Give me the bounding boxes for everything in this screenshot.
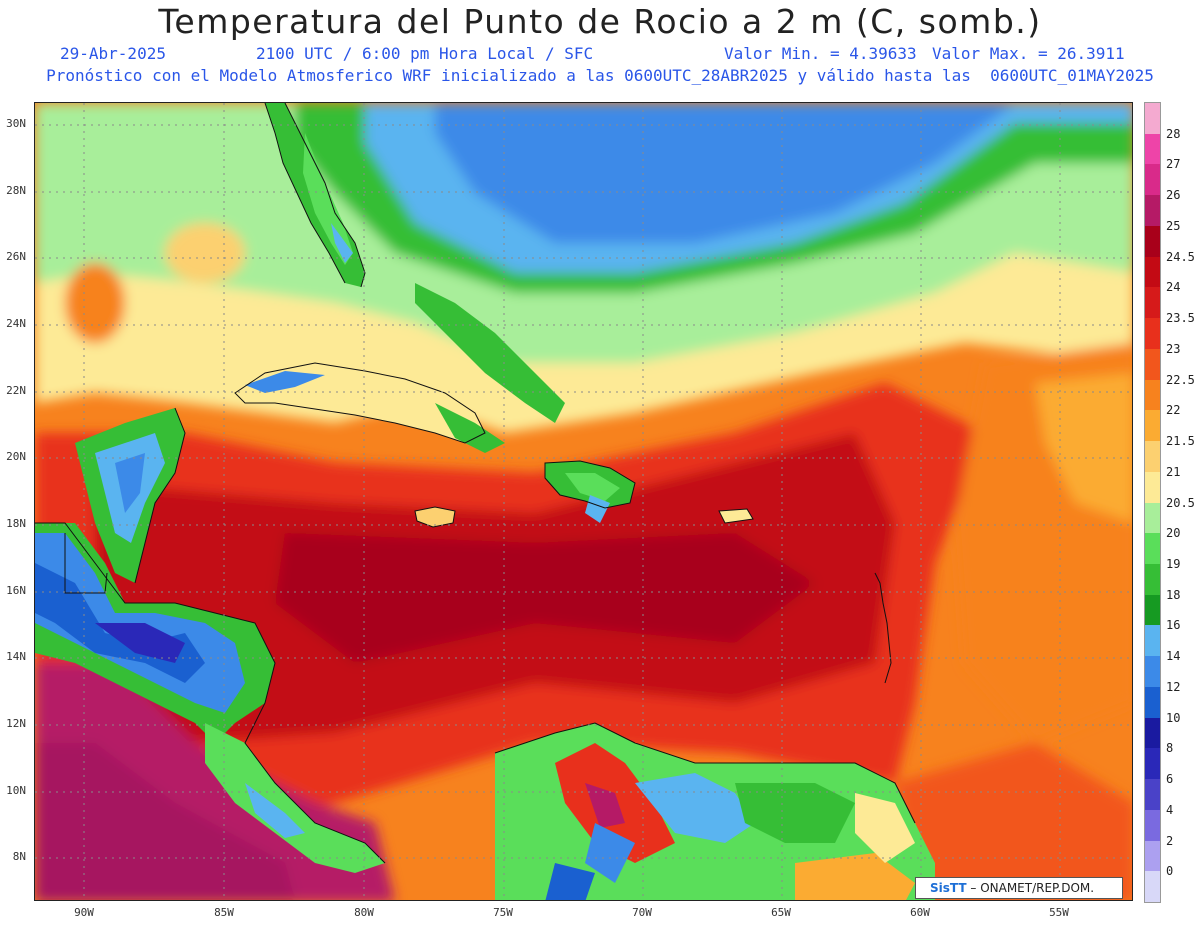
color-scale-segment [1145, 533, 1160, 565]
lon-label: 90W [74, 906, 94, 919]
color-scale-segment [1145, 809, 1160, 842]
color-scale-label: 18 [1166, 587, 1181, 602]
color-scale-label: 16 [1166, 618, 1181, 633]
color-scale-label: 26 [1166, 188, 1181, 203]
color-scale-label: 21 [1166, 464, 1181, 479]
color-scale-segment [1145, 471, 1160, 503]
color-scale-segment [1145, 563, 1160, 596]
credit-box: SisTT – ONAMET/REP.DOM. [915, 877, 1123, 899]
color-scale-label: 23 [1166, 341, 1181, 356]
lat-label: 18N [6, 517, 26, 530]
lat-label: 12N [6, 717, 26, 730]
color-scale-segment [1145, 287, 1160, 319]
color-scale-label: 2 [1166, 833, 1174, 848]
lat-label: 8N [12, 850, 26, 863]
lon-label: 80W [354, 906, 374, 919]
color-scale-bar [1144, 102, 1161, 903]
color-scale-label: 22 [1166, 403, 1181, 418]
credit-text: – ONAMET/REP.DOM. [970, 881, 1095, 895]
color-scale-segment [1145, 871, 1160, 903]
color-scale-segment [1145, 625, 1160, 657]
color-scale-segment [1145, 594, 1160, 626]
color-scale-label: 20.5 [1166, 495, 1195, 510]
lat-label: 28N [6, 184, 26, 197]
color-scale-label: 28 [1166, 126, 1181, 141]
lon-label: 55W [1049, 906, 1069, 919]
color-scale-label: 19 [1166, 556, 1181, 571]
color-scale-segment [1145, 840, 1160, 872]
lon-label: 85W [214, 906, 234, 919]
lat-label: 22N [6, 384, 26, 397]
lat-label: 30N [6, 117, 26, 130]
color-scale-segment [1145, 103, 1160, 135]
color-scale-label: 12 [1166, 679, 1181, 694]
color-scale-label: 6 [1166, 772, 1174, 787]
color-scale-segment [1145, 195, 1160, 227]
color-scale-segment [1145, 717, 1160, 749]
color-scale-label: 20 [1166, 526, 1181, 541]
color-scale-segment [1145, 379, 1160, 411]
color-scale-segment [1145, 225, 1160, 258]
color-scale-segment [1145, 441, 1160, 473]
lat-label: 16N [6, 584, 26, 597]
land-features [35, 103, 935, 900]
color-scale-label: 25 [1166, 218, 1181, 233]
lat-label: 10N [6, 784, 26, 797]
color-scale-segment [1145, 256, 1160, 288]
sistt-logo: SisTT [930, 881, 967, 895]
color-scale-label: 24.5 [1166, 249, 1195, 264]
color-scale-label: 10 [1166, 710, 1181, 725]
color-scale-label: 27 [1166, 157, 1181, 172]
forecast-date: 29-Abr-2025 [60, 44, 166, 63]
color-scale-segment [1145, 410, 1160, 442]
color-scale-label: 14 [1166, 649, 1181, 664]
color-scale-segment [1145, 656, 1160, 688]
color-scale-label: 24 [1166, 280, 1181, 295]
lon-label: 60W [910, 906, 930, 919]
color-scale-label: 21.5 [1166, 434, 1195, 449]
color-scale-label: 23.5 [1166, 311, 1195, 326]
color-scale-segment [1145, 348, 1160, 381]
color-scale-segment [1145, 748, 1160, 780]
color-scale-segment [1145, 133, 1160, 165]
min-value: Valor Min. = 4.39633 [724, 44, 917, 63]
map-field [35, 103, 1132, 900]
coastlines [35, 103, 916, 864]
color-scale-segment [1145, 318, 1160, 350]
color-scale-segment [1145, 164, 1160, 196]
lon-label: 75W [493, 906, 513, 919]
color-scale-label: 0 [1166, 864, 1174, 879]
max-value: Valor Max. = 26.3911 [932, 44, 1125, 63]
dewpoint-map [34, 102, 1133, 901]
color-scale-segment [1145, 779, 1160, 811]
lat-label: 24N [6, 317, 26, 330]
map-title: Temperatura del Punto de Rocio a 2 m (C,… [158, 2, 1042, 41]
graticule [35, 103, 1132, 900]
lat-label: 14N [6, 650, 26, 663]
lon-label: 65W [771, 906, 791, 919]
color-scale-segment [1145, 686, 1160, 719]
model-description: Pronóstico con el Modelo Atmosferico WRF… [46, 66, 1154, 85]
lat-label: 20N [6, 450, 26, 463]
color-scale-label: 4 [1166, 802, 1174, 817]
color-scale-segment [1145, 502, 1160, 534]
lon-label: 70W [632, 906, 652, 919]
forecast-time: 2100 UTC / 6:00 pm Hora Local / SFC [256, 44, 594, 63]
lat-label: 26N [6, 250, 26, 263]
color-scale-label: 8 [1166, 741, 1174, 756]
color-scale-label: 22.5 [1166, 372, 1195, 387]
